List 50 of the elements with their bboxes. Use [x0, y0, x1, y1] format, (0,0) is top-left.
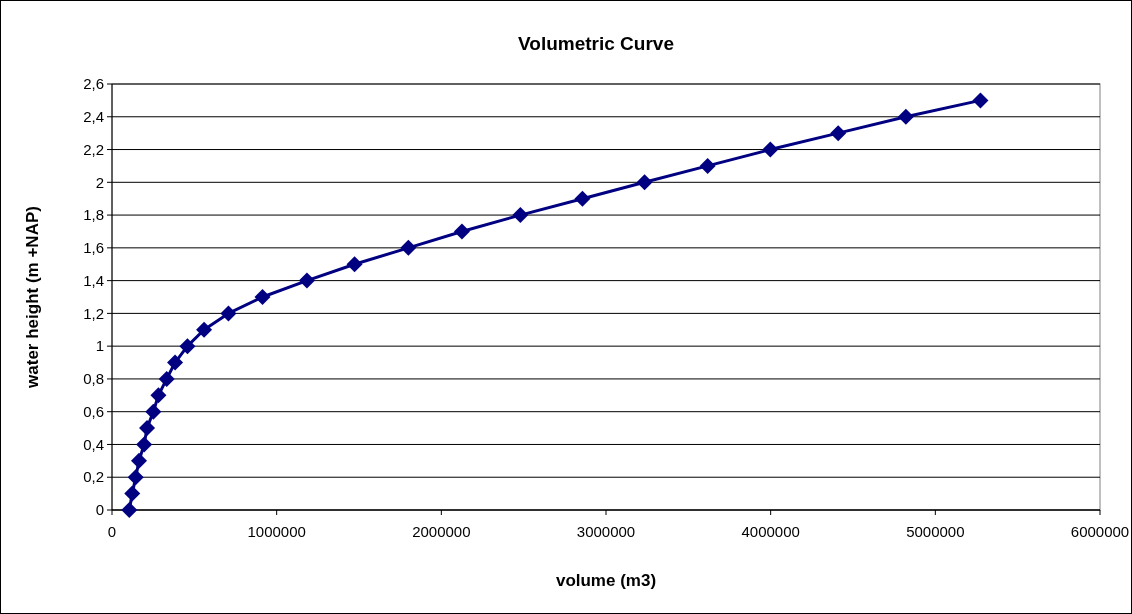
- point: [830, 125, 847, 142]
- point: [196, 321, 213, 338]
- point: [762, 141, 779, 158]
- y-tick-label: 2,4: [83, 108, 104, 126]
- point: [346, 256, 363, 273]
- point: [400, 239, 417, 256]
- point: [127, 469, 144, 486]
- point: [972, 92, 989, 109]
- y-tick-label: 0,6: [83, 402, 104, 420]
- y-tick-label: 0,2: [83, 468, 104, 486]
- chart-title: Volumetric Curve: [518, 33, 674, 54]
- point: [699, 157, 716, 174]
- point: [139, 420, 156, 437]
- y-axis-title: water height (m +NAP): [23, 206, 42, 389]
- point: [150, 387, 167, 404]
- x-tick-label: 0: [107, 523, 117, 540]
- x-tick-label: 4000000: [741, 523, 800, 540]
- point: [131, 452, 148, 469]
- point: [167, 354, 184, 371]
- point: [121, 502, 138, 518]
- x-tick-label: 1000000: [247, 523, 306, 540]
- point: [158, 370, 175, 387]
- point: [512, 207, 529, 224]
- point: [636, 174, 653, 191]
- y-tick-label: 0: [95, 501, 104, 519]
- y-tick-label: 1,8: [83, 206, 104, 224]
- y-tick-label: 1,2: [83, 304, 104, 322]
- y-tick-label: 0,8: [83, 370, 104, 388]
- point: [574, 190, 591, 207]
- point: [179, 338, 196, 355]
- point: [254, 289, 271, 305]
- y-tick-label: 2: [95, 173, 104, 191]
- x-tick-label: 5000000: [906, 523, 965, 540]
- y-tick-label: 2,6: [83, 75, 104, 93]
- point: [220, 305, 237, 322]
- y-tick-label: 1,4: [83, 271, 104, 289]
- x-tick-label: 6000000: [1070, 523, 1130, 540]
- point: [453, 223, 470, 240]
- x-tick-label: 3000000: [576, 523, 636, 540]
- y-tick-label: 1,6: [83, 239, 104, 257]
- y-tick-label: 2,2: [83, 140, 104, 158]
- x-tick-label: 2000000: [412, 523, 471, 540]
- point: [136, 436, 153, 453]
- x-axis-title: volume (m3): [555, 571, 657, 590]
- point: [897, 108, 914, 125]
- point: [145, 403, 162, 420]
- y-tick-label: 1: [95, 337, 104, 355]
- point: [298, 272, 315, 289]
- point: [124, 485, 141, 502]
- y-tick-label: 0,4: [83, 435, 104, 453]
